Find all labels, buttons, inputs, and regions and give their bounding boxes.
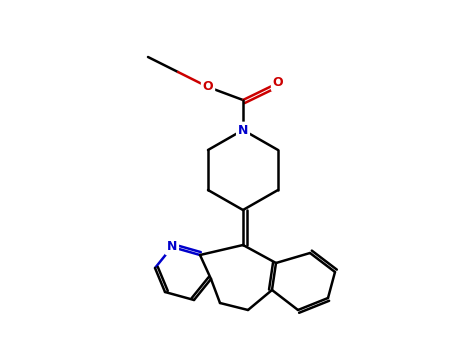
Text: O: O	[273, 77, 283, 90]
Text: O: O	[202, 80, 213, 93]
Text: N: N	[238, 124, 248, 136]
Text: N: N	[167, 240, 177, 253]
